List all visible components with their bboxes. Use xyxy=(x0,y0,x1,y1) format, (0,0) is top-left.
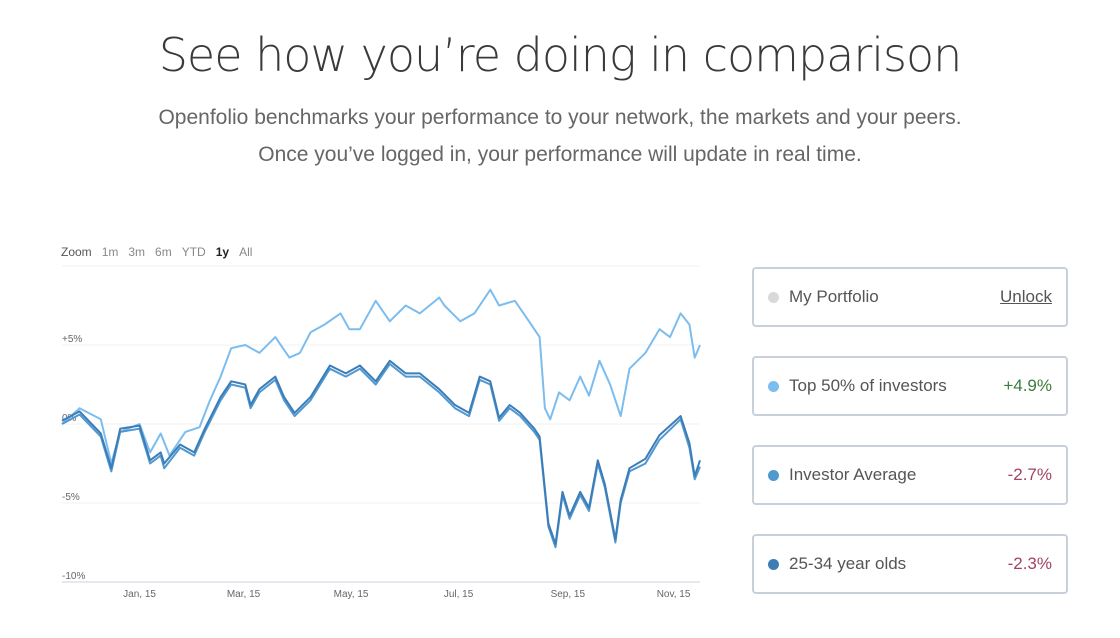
zoom-6m[interactable]: 6m xyxy=(155,245,172,259)
subtitle-line-1: Openfolio benchmarks your performance to… xyxy=(158,106,962,129)
zoom-1m[interactable]: 1m xyxy=(101,245,119,259)
series-dot-icon xyxy=(768,291,779,303)
series-line-top-50-of-investors xyxy=(61,288,701,465)
legend-label: Investor Average xyxy=(789,465,917,484)
subtitle-line-2: Once you’ve logged in, your performance … xyxy=(258,143,862,166)
zoom-selector: Zoom 1m 3m 6m YTD 1y All xyxy=(61,245,252,259)
legend-value: -2.7% xyxy=(1007,465,1052,484)
series-dot-icon xyxy=(768,380,779,392)
unlock-link[interactable]: Unlock xyxy=(1000,287,1052,306)
x-tick-label: May, 15 xyxy=(334,589,369,600)
y-tick-label: -5% xyxy=(62,492,80,503)
legend-card-top-50: Top 50% of investors +4.9% xyxy=(752,356,1068,416)
performance-chart: +5%0%-5%-10%Jan, 15 Mar, 15 May, 15 Jul, 15… xyxy=(61,265,701,600)
legend-card-25-34: 25-34 year olds -2.3% xyxy=(752,534,1068,594)
x-tick-label: Mar, 15 xyxy=(227,589,261,600)
y-tick-label: +5% xyxy=(62,334,82,345)
zoom-ytd[interactable]: YTD xyxy=(181,245,206,259)
legend-value: -2.3% xyxy=(1007,554,1052,573)
page-title: See how you’re doing in comparison xyxy=(158,28,963,82)
x-tick-label: Jan, 15 xyxy=(123,589,156,600)
series-line-25-34-year-olds xyxy=(61,359,701,546)
legend-value: +4.9% xyxy=(1003,376,1052,395)
x-tick-label: Jul, 15 xyxy=(444,589,474,600)
legend-label: My Portfolio xyxy=(789,287,879,306)
zoom-all[interactable]: All xyxy=(239,245,253,259)
legend-label: 25-34 year olds xyxy=(789,554,907,573)
zoom-label: Zoom xyxy=(61,245,92,259)
zoom-3m[interactable]: 3m xyxy=(128,245,146,259)
series-dot-icon xyxy=(768,558,779,570)
y-tick-label: -10% xyxy=(62,571,85,582)
zoom-1y[interactable]: 1y xyxy=(215,245,230,259)
series-dot-icon xyxy=(768,469,779,481)
x-tick-label: Sep, 15 xyxy=(551,589,586,600)
x-tick-label: Nov, 15 xyxy=(657,589,691,600)
legend-label: Top 50% of investors xyxy=(789,376,947,395)
legend-card-investor-average: Investor Average -2.7% xyxy=(752,445,1068,505)
legend-card-my-portfolio: My Portfolio Unlock xyxy=(752,267,1068,327)
